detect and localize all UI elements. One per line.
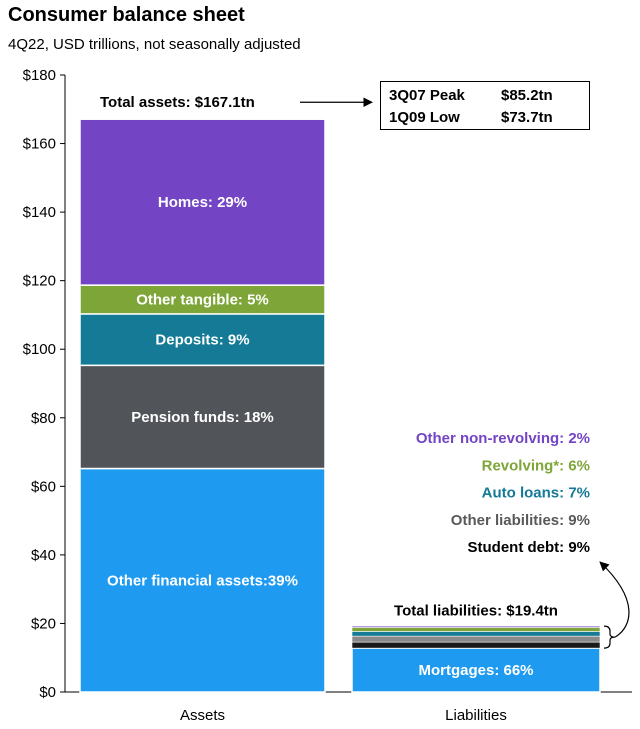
assets-bar-segment (79, 313, 326, 367)
assets-segment-label: Other financial assets:39% (107, 572, 298, 589)
peak-value: $85.2tn (501, 87, 553, 104)
liabilities-bar-segment (351, 641, 601, 649)
assets-bar-segment (79, 467, 326, 693)
peak-label: 3Q07 Peak (389, 87, 465, 104)
x-category-label: Assets (180, 707, 225, 724)
y-tick-label: $80 (31, 410, 56, 427)
y-tick-label: $60 (31, 478, 56, 495)
chart-subtitle: 4Q22, USD trillions, not seasonally adju… (8, 36, 301, 53)
assets-segment-label: Homes: 29% (158, 194, 247, 211)
y-tick-label: $180 (23, 67, 56, 84)
x-category-label: Liabilities (445, 707, 507, 724)
assets-bar-segment (79, 364, 326, 470)
assets-bar-segment (79, 118, 326, 286)
liability-callout-label: Student debt: 9% (468, 539, 591, 556)
liabilities-callout-arrow (599, 561, 630, 638)
liability-callout-label: Other liabilities: 9% (451, 512, 590, 529)
y-tick-label: $120 (23, 273, 56, 290)
low-value: $73.7tn (501, 109, 553, 126)
liabilities-bar-segment (351, 627, 601, 632)
total-liabilities-label: Total liabilities: $19.4tn (394, 603, 558, 620)
liability-callout-label: Auto loans: 7% (482, 485, 590, 502)
y-tick-label: $40 (31, 547, 56, 564)
liabilities-segment-label: Mortgages: 66% (418, 662, 533, 679)
assets-segment-label: Deposits: 9% (155, 332, 249, 349)
y-tick-label: $20 (31, 615, 56, 632)
low-label: 1Q09 Low (389, 109, 460, 126)
y-tick-label: $100 (23, 341, 56, 358)
total-assets-label: Total assets: $167.1tn (100, 94, 255, 111)
liability-callout-label: Revolving*: 6% (482, 457, 590, 474)
liabilities-bar-segment (351, 647, 601, 693)
y-tick-label: $160 (23, 136, 56, 153)
liabilities-brace (603, 625, 616, 649)
liabilities-bar-segment (351, 635, 601, 643)
assets-segment-label: Pension funds: 18% (131, 409, 274, 426)
assets-bar-segment (79, 284, 326, 315)
y-tick-label: $0 (39, 684, 56, 701)
y-tick-label: $140 (23, 204, 56, 221)
chart-title: Consumer balance sheet (8, 4, 245, 26)
liabilities-bar-segment (351, 625, 601, 628)
assets-segment-label: Other tangible: 5% (136, 292, 269, 309)
liability-callout-label: Other non-revolving: 2% (416, 430, 590, 447)
peak-low-callout-box: 3Q07 Peak $85.2tn 1Q09 Low $73.7tn (380, 81, 590, 130)
liabilities-bar-segment (351, 631, 601, 637)
